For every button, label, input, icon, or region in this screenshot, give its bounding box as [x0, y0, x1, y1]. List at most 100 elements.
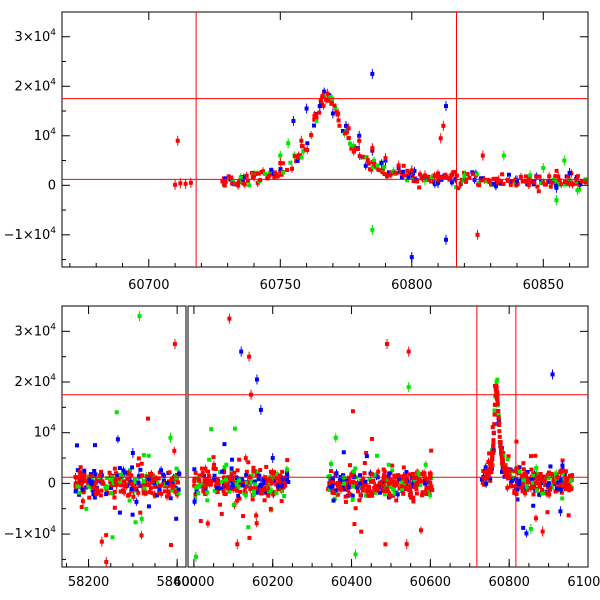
top-data-point	[300, 144, 305, 149]
bottom-data-point	[249, 473, 254, 478]
top-data-point	[557, 178, 562, 183]
bottom-data-point	[554, 471, 559, 476]
bottom-data-point	[523, 491, 528, 496]
bottom-peak-point	[492, 412, 497, 417]
bottom-data-point	[140, 473, 145, 478]
top-data-point	[536, 189, 541, 194]
bottom-data-point	[361, 484, 366, 489]
bottom-data-point	[490, 425, 495, 430]
top-data-point	[226, 174, 231, 179]
top-data-point	[583, 180, 588, 185]
bottom-data-point	[488, 478, 493, 483]
top-data-point	[382, 171, 387, 176]
bottom-data-point	[201, 489, 206, 494]
bottom-data-point	[364, 450, 369, 455]
bottom-data-point	[534, 466, 539, 471]
bottom-peak-point	[497, 429, 502, 434]
bottom-data-point	[101, 481, 106, 486]
bottom-data-point	[244, 473, 249, 478]
bottom-data-point	[264, 489, 269, 494]
bottom-data-point	[130, 465, 135, 470]
top-data-point	[548, 184, 553, 189]
top-data-point	[346, 135, 351, 140]
bottom-data-point	[345, 487, 350, 492]
bottom-ytick-label: 0	[48, 476, 56, 491]
top-data-point	[363, 163, 368, 168]
top-series-point	[370, 71, 375, 76]
bottom-data-point	[214, 485, 219, 490]
bottom-outlier-point	[139, 516, 144, 521]
top-data-point	[324, 97, 329, 102]
top-data-point	[562, 182, 567, 187]
bottom-data-point	[366, 484, 371, 489]
bottom-data-point	[528, 486, 533, 491]
top-data-point	[508, 182, 513, 187]
bottom-data-point	[215, 479, 220, 484]
top-series-point	[575, 188, 580, 193]
bottom-data-point	[251, 486, 256, 491]
bottom-data-point	[165, 481, 170, 486]
bottom-data-point	[558, 487, 563, 492]
bottom-data-point	[566, 482, 571, 487]
bottom-data-point	[113, 477, 118, 482]
top-series-point	[409, 168, 414, 173]
bottom-data-point	[353, 466, 358, 471]
bottom-data-point	[430, 487, 435, 492]
bottom-data-point	[560, 458, 565, 463]
bottom-data-point	[492, 408, 497, 413]
bottom-data-point	[152, 484, 157, 489]
bottom-data-point	[348, 492, 353, 497]
bottom-data-point	[134, 499, 139, 504]
bottom-data-point	[383, 542, 388, 547]
top-series-point	[554, 198, 559, 203]
bottom-data-point	[240, 481, 245, 486]
bottom-data-point	[174, 516, 179, 521]
bottom-peak-point	[489, 460, 494, 465]
bottom-data-point	[109, 477, 114, 482]
bottom-data-point	[424, 492, 429, 497]
bottom-data-point	[130, 484, 135, 489]
top-series-point	[528, 179, 533, 184]
bottom-data-point	[81, 490, 86, 495]
bottom-data-point	[554, 486, 559, 491]
top-data-point	[298, 153, 303, 158]
bottom-data-point	[411, 499, 416, 504]
bottom-data-point	[159, 468, 164, 473]
bottom-ytick-label: 3×104	[15, 322, 57, 339]
bottom-ytick-label: 104	[34, 424, 57, 441]
bottom-data-point	[532, 485, 537, 490]
bottom-data-point	[271, 492, 276, 497]
bottom-data-point	[161, 478, 166, 483]
top-data-point	[405, 168, 410, 173]
bottom-data-point	[234, 482, 239, 487]
top-data-point	[449, 180, 454, 185]
bottom-data-point	[520, 489, 525, 494]
bottom-outlier-point	[406, 385, 411, 390]
top-data-point	[365, 158, 370, 163]
bottom-data-point	[237, 496, 242, 501]
bottom-data-point	[385, 486, 390, 491]
bottom-data-point	[346, 482, 351, 487]
bottom-data-point	[109, 485, 114, 490]
bottom-outlier-point	[172, 342, 177, 347]
bottom-data-point	[547, 492, 552, 497]
bottom-data-point	[284, 467, 289, 472]
bottom-data-point	[98, 493, 103, 498]
top-xtick-label: 60850	[523, 278, 564, 293]
bottom-data-point	[143, 491, 148, 496]
bottom-data-point	[376, 469, 381, 474]
bottom-data-point	[136, 463, 141, 468]
bottom-data-point	[192, 499, 197, 504]
bottom-data-point	[176, 480, 181, 485]
bottom-data-point	[139, 533, 144, 538]
bottom-data-point	[227, 489, 232, 494]
bottom-data-point	[261, 482, 266, 487]
top-data-point	[553, 174, 558, 179]
bottom-data-point	[80, 499, 85, 504]
bottom-data-point	[194, 486, 199, 491]
bottom-data-point	[562, 484, 567, 489]
bottom-data-point	[411, 495, 416, 500]
top-data-point	[379, 161, 384, 166]
bottom-data-point	[372, 473, 377, 478]
top-data-point	[337, 123, 342, 128]
